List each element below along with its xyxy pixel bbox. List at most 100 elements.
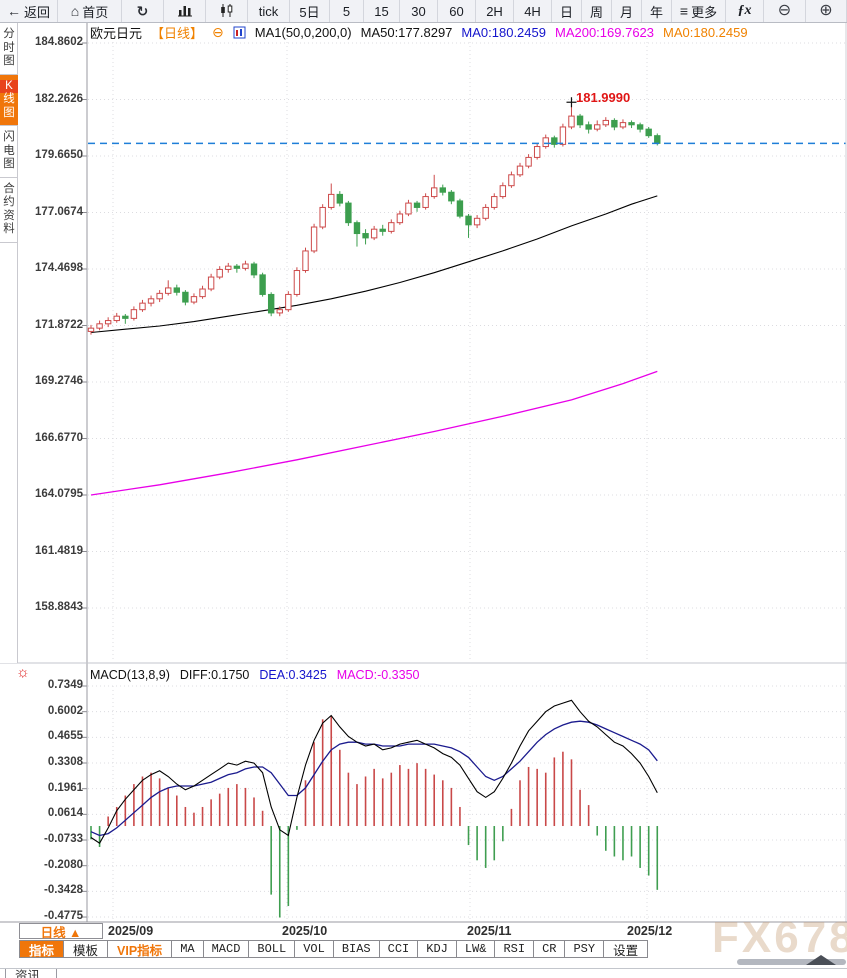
price-axis-label: 171.8722 [35, 318, 83, 331]
toolbar-candle-chart-icon[interactable] [206, 0, 248, 22]
toolbar-bar-chart-icon[interactable] [164, 0, 206, 22]
indicator-tab-模板[interactable]: 模板 [64, 941, 109, 958]
toolbar-label: 2H [486, 3, 503, 19]
period-selector-label: 日线 ▲ [40, 925, 82, 940]
indicator-tab-ma[interactable]: MA [172, 941, 204, 957]
sidebar-tab-char: 料 [3, 223, 15, 235]
x-axis-month-label: 2025/11 [467, 924, 512, 938]
toolbar-period-15-button[interactable]: 15 [364, 0, 400, 22]
indicator-tab-vol[interactable]: VOL [295, 941, 334, 957]
toolbar-period-month-button[interactable]: 月 [612, 0, 642, 22]
toolbar-home-button[interactable]: ⌂ 首页 [58, 0, 122, 22]
toolbar-period-year-button[interactable]: 年 [642, 0, 672, 22]
ma0-blue-value: MA0:180.2459 [461, 25, 546, 40]
indicator-tab-kdj[interactable]: KDJ [418, 941, 457, 957]
toolbar-zoom-out-icon[interactable]: ⊖ [764, 0, 806, 22]
price-axis-label: 166.6770 [35, 431, 83, 444]
macd-axis-label: 0.0614 [47, 807, 83, 820]
sidebar-tab-flash-chart[interactable]: 闪电图 [0, 126, 18, 178]
toolbar-period-5-button[interactable]: 5 [330, 0, 364, 22]
macd-axis-label: 0.4655 [47, 730, 83, 743]
top-toolbar: ← 返回 ⌂ 首页 ↻ tick 5日 5 15 30 60 2H 4H 日周月年 ≡ 更多 ƒx ⊖ ⊕ [0, 0, 847, 23]
indicator-tab-指标[interactable]: 指标 [20, 941, 65, 958]
collapse-icon[interactable]: ⊖ [212, 24, 224, 40]
indicator-settings-icon[interactable]: ☼ [16, 664, 30, 681]
toolbar-back-button[interactable]: ← 返回 [0, 0, 58, 22]
sidebar-tab-char: 图 [3, 158, 15, 170]
ma-indicator-icon[interactable] [233, 26, 246, 39]
toolbar-label: 4H [524, 3, 541, 19]
chart-header: 欧元日元 【日线】 ⊖ MA1(50,0,200,0) MA50:177.829… [90, 24, 748, 41]
indicator-tab-bias[interactable]: BIAS [334, 941, 380, 957]
sidebar-tab-char: 合 [3, 182, 15, 195]
symbol-name: 欧元日元 [90, 26, 143, 41]
toolbar-range-5d-button[interactable]: 5日 [290, 0, 330, 22]
indicator-tab-psy[interactable]: PSY [565, 941, 605, 957]
sidebar-tab-time-chart[interactable]: 分时图 [0, 23, 18, 75]
indicator-tab-rsi[interactable]: RSI [495, 941, 535, 957]
indicator-tab-lw[interactable]: LW& [457, 941, 496, 957]
indicator-tab-cr[interactable]: CR [534, 941, 566, 957]
news-tab[interactable]: 资讯 [5, 969, 57, 978]
price-axis-label: 169.2746 [35, 375, 83, 387]
sidebar-tab-contract-info[interactable]: 合约资料 [0, 178, 18, 243]
toolbar-label: 月 [619, 4, 633, 20]
indicator-tab-boll[interactable]: BOLL [249, 941, 296, 957]
sidebar-tab-char: 分 [3, 28, 15, 40]
toolbar-period-4h-button[interactable]: 4H [514, 0, 552, 22]
horizontal-scrollbar[interactable] [737, 959, 846, 965]
toolbar-period-day-button[interactable]: 日 [552, 0, 582, 22]
x-axis-month-label: 2025/09 [108, 924, 154, 938]
toolbar-period-60-button[interactable]: 60 [438, 0, 476, 22]
period-selector[interactable]: 日线 ▲ [19, 923, 103, 940]
toolbar-zoom-in-icon[interactable]: ⊕ [806, 0, 847, 22]
indicator-tab-设置[interactable]: 设置 [613, 943, 639, 958]
toolbar-fx-button[interactable]: ƒx [726, 0, 764, 22]
toolbar-period-30-button[interactable]: 30 [400, 0, 438, 22]
toolbar-tick-button[interactable]: tick [248, 0, 290, 22]
price-axis-label: 164.0795 [35, 488, 83, 500]
macd-axis-label: -0.3428 [43, 884, 83, 897]
indicator-tab-cci[interactable]: CCI [380, 941, 419, 957]
macd-diff-value: DIFF:0.1750 [179, 668, 250, 682]
toolbar-more-button[interactable]: ≡ 更多 [672, 0, 726, 22]
sidebar-tab-char: 闪 [3, 131, 15, 143]
price-axis-label: 184.8602 [35, 36, 83, 48]
high-price-label: 181.9990 [576, 90, 631, 105]
macd-axis-label: 0.3308 [47, 756, 83, 768]
toolbar-period-week-button[interactable]: 周 [582, 0, 612, 22]
toolbar-label: 30 [411, 3, 426, 19]
toolbar-refresh-icon[interactable]: ↻ [122, 0, 164, 22]
indicator-tab-vip指标[interactable]: VIP指标 [108, 941, 173, 958]
macd-axis-label: 0.1961 [47, 781, 83, 794]
sidebar-tab-char: 图 [3, 55, 15, 67]
price-axis-label: 158.8843 [35, 601, 83, 613]
sidebar-tab-char: 电 [3, 144, 15, 157]
price-axis-label: 177.0674 [35, 205, 83, 218]
toolbar-period-2h-button[interactable]: 2H [476, 0, 514, 22]
candles-icon [219, 3, 235, 19]
macd-title: MACD(13,8,9) [90, 668, 170, 682]
bars-icon [177, 4, 193, 19]
x-axis-month-label: 2025/10 [282, 924, 328, 938]
sidebar-tab-char: 资 [3, 209, 15, 222]
toolbar-label: tick [258, 3, 279, 19]
ma0-orange-value: MA0:180.2459 [663, 25, 748, 40]
macd-axis-label: 0.7349 [47, 679, 83, 691]
macd-axis-label: -0.0733 [43, 833, 83, 846]
ma200-value: MA200:169.7623 [554, 25, 655, 40]
indicator-tab-macd[interactable]: MACD [204, 941, 250, 957]
sidebar-tab-char: K [0, 79, 18, 93]
watermark: FX678 [712, 913, 847, 962]
toolbar-label: ƒx [737, 3, 752, 18]
refresh-icon: ↻ [136, 3, 149, 19]
toolbar-label: 日 [559, 4, 573, 20]
scroll-fast-arrow[interactable] [806, 955, 836, 965]
sidebar-tab-char: 图 [3, 106, 15, 119]
ma-settings: MA1(50,0,200,0) [254, 25, 352, 40]
macd-dea-value: DEA:0.3425 [259, 668, 327, 682]
sidebar-tab-char: 约 [3, 196, 15, 208]
macd-axis-label: -0.4775 [43, 910, 83, 923]
